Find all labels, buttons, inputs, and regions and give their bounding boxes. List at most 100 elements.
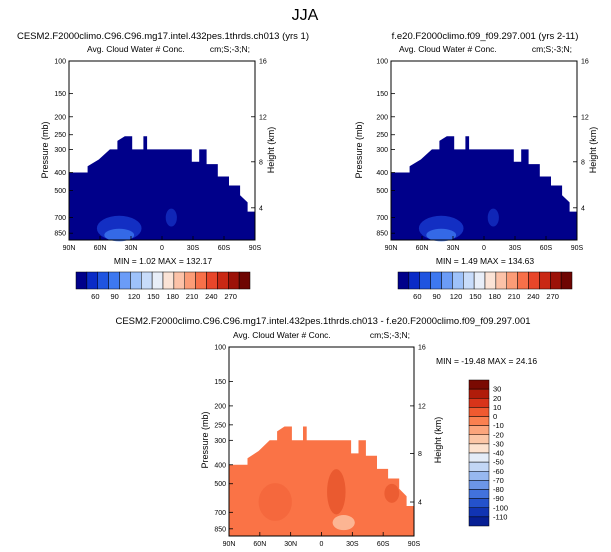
colorbar-swatch bbox=[441, 271, 453, 290]
colorbar-label: -30 bbox=[493, 439, 504, 448]
colorbar-swatch bbox=[539, 271, 551, 290]
colorbar-swatch bbox=[468, 471, 490, 481]
colorbar-swatch bbox=[468, 434, 490, 445]
colorbar-swatch bbox=[468, 461, 490, 472]
x-tick-label: 90S bbox=[571, 245, 584, 252]
panel-subtitle-left: Avg. Cloud Water # Conc. bbox=[233, 330, 331, 340]
colorbar-label: 30 bbox=[493, 385, 501, 394]
y-tick-label: 500 bbox=[376, 188, 388, 195]
y-right-tick-label: 12 bbox=[581, 114, 589, 121]
colorbar-swatch bbox=[473, 271, 486, 290]
x-tick-label: 90N bbox=[385, 245, 398, 252]
y-tick-label: 200 bbox=[376, 114, 388, 121]
colorbar-label: -40 bbox=[493, 449, 504, 458]
colorbar-swatch bbox=[495, 271, 507, 290]
panel-subtitle-right: cm;S;-3;N; bbox=[370, 330, 410, 340]
y-tick-label: 250 bbox=[376, 132, 388, 139]
cloud-core bbox=[426, 228, 457, 242]
y-tick-label: 300 bbox=[376, 147, 388, 154]
y-axis-label: Pressure (mb) bbox=[354, 121, 364, 178]
colorbar-swatch bbox=[463, 271, 475, 290]
colorbar-swatch bbox=[206, 271, 218, 290]
y-axis-label-right: Height (km) bbox=[433, 417, 443, 464]
y-right-tick-label: 8 bbox=[259, 159, 263, 166]
y-right-tick-label: 4 bbox=[418, 500, 422, 507]
colorbar-swatch bbox=[468, 498, 490, 508]
x-tick-label: 30S bbox=[346, 541, 359, 547]
y-right-tick-label: 12 bbox=[418, 403, 426, 410]
x-tick-label: 90S bbox=[408, 541, 421, 547]
x-tick-label: 60S bbox=[218, 245, 231, 252]
colorbar-swatch bbox=[86, 271, 98, 290]
colorbar-label: 10 bbox=[493, 403, 501, 412]
y-right-tick-label: 4 bbox=[581, 205, 585, 212]
y-tick-label: 100 bbox=[376, 59, 388, 66]
cloud-field bbox=[69, 136, 255, 240]
y-tick-label: 400 bbox=[214, 462, 226, 469]
colorbar-swatch bbox=[217, 271, 229, 290]
y-axis-label-right: Height (km) bbox=[266, 127, 276, 174]
colorbar-swatch bbox=[468, 480, 490, 490]
colorbar-swatch bbox=[517, 271, 529, 290]
diff-positive bbox=[327, 469, 346, 515]
stats-text: MIN = 1.49 MAX = 134.63 bbox=[436, 256, 535, 266]
colorbar: 60 90 120 150 180 210 240 270 bbox=[75, 271, 251, 301]
colorbar-swatch bbox=[506, 271, 518, 290]
x-tick-label: 90S bbox=[249, 245, 262, 252]
colorbar-swatch bbox=[430, 271, 442, 290]
colorbar-swatch bbox=[468, 516, 490, 527]
colorbar-label: -110 bbox=[493, 512, 507, 521]
panel-title: CESM2.F2000climo.C96.C96.mg17.intel.432p… bbox=[115, 316, 530, 327]
colorbar-swatch bbox=[119, 271, 131, 290]
y-right-tick-label: 16 bbox=[259, 59, 267, 66]
colorbar-swatch bbox=[238, 271, 251, 290]
colorbar-label: 150 bbox=[147, 292, 160, 301]
colorbar-label: -80 bbox=[493, 485, 504, 494]
page-title: JJA bbox=[292, 7, 319, 24]
colorbar-label: -50 bbox=[493, 458, 504, 467]
colorbar-swatch bbox=[452, 271, 464, 290]
x-tick-label: 90N bbox=[63, 245, 76, 252]
y-tick-label: 400 bbox=[54, 170, 66, 177]
colorbar-swatch bbox=[468, 425, 490, 435]
y-tick-label: 200 bbox=[54, 114, 66, 121]
colorbar-swatch bbox=[75, 271, 88, 290]
colorbar-swatch bbox=[108, 271, 120, 290]
y-tick-label: 300 bbox=[214, 438, 226, 445]
y-right-tick-label: 12 bbox=[259, 114, 267, 121]
panel-subtitle-left: Avg. Cloud Water # Conc. bbox=[399, 44, 497, 54]
stats-text: MIN = 1.02 MAX = 132.17 bbox=[114, 256, 213, 266]
colorbar-swatch bbox=[151, 271, 164, 290]
y-axis-label-right: Height (km) bbox=[588, 127, 598, 174]
x-tick-label: 60N bbox=[253, 541, 266, 547]
x-tick-label: 30N bbox=[125, 245, 138, 252]
panel-subtitle-left: Avg. Cloud Water # Conc. bbox=[87, 44, 185, 54]
colorbar-label: -60 bbox=[493, 467, 504, 476]
colorbar-swatch bbox=[130, 271, 142, 290]
y-tick-label: 700 bbox=[214, 510, 226, 517]
y-tick-label: 500 bbox=[214, 481, 226, 488]
x-tick-label: 30S bbox=[187, 245, 200, 252]
cloud-maximum bbox=[165, 208, 177, 227]
y-right-tick-label: 16 bbox=[581, 59, 589, 66]
colorbar: 3020100-10-20-30-40-50-60-70-80-90-100-1… bbox=[468, 379, 508, 527]
x-tick-label: 0 bbox=[482, 245, 486, 252]
x-tick-label: 0 bbox=[320, 541, 324, 547]
panel-subtitle-right: cm;S;-3;N; bbox=[532, 44, 572, 54]
y-tick-label: 500 bbox=[54, 188, 66, 195]
colorbar-label: 210 bbox=[508, 292, 521, 301]
colorbar-swatch bbox=[468, 416, 490, 426]
colorbar-swatch bbox=[195, 271, 207, 290]
x-tick-label: 60S bbox=[540, 245, 553, 252]
panel-title: f.e20.F2000climo.f09_f09.297.001 (yrs 2-… bbox=[392, 31, 579, 42]
x-tick-label: 30S bbox=[509, 245, 522, 252]
y-tick-label: 850 bbox=[214, 526, 226, 533]
diff-positive bbox=[258, 483, 292, 521]
colorbar-swatch bbox=[419, 271, 431, 290]
colorbar-swatch bbox=[184, 271, 196, 290]
colorbar-swatch bbox=[468, 443, 490, 454]
colorbar-label: 270 bbox=[224, 292, 237, 301]
stats-text: MIN = -19.48 MAX = 24.16 bbox=[436, 356, 537, 366]
diff-positive bbox=[384, 483, 400, 503]
colorbar-swatch bbox=[162, 271, 175, 290]
